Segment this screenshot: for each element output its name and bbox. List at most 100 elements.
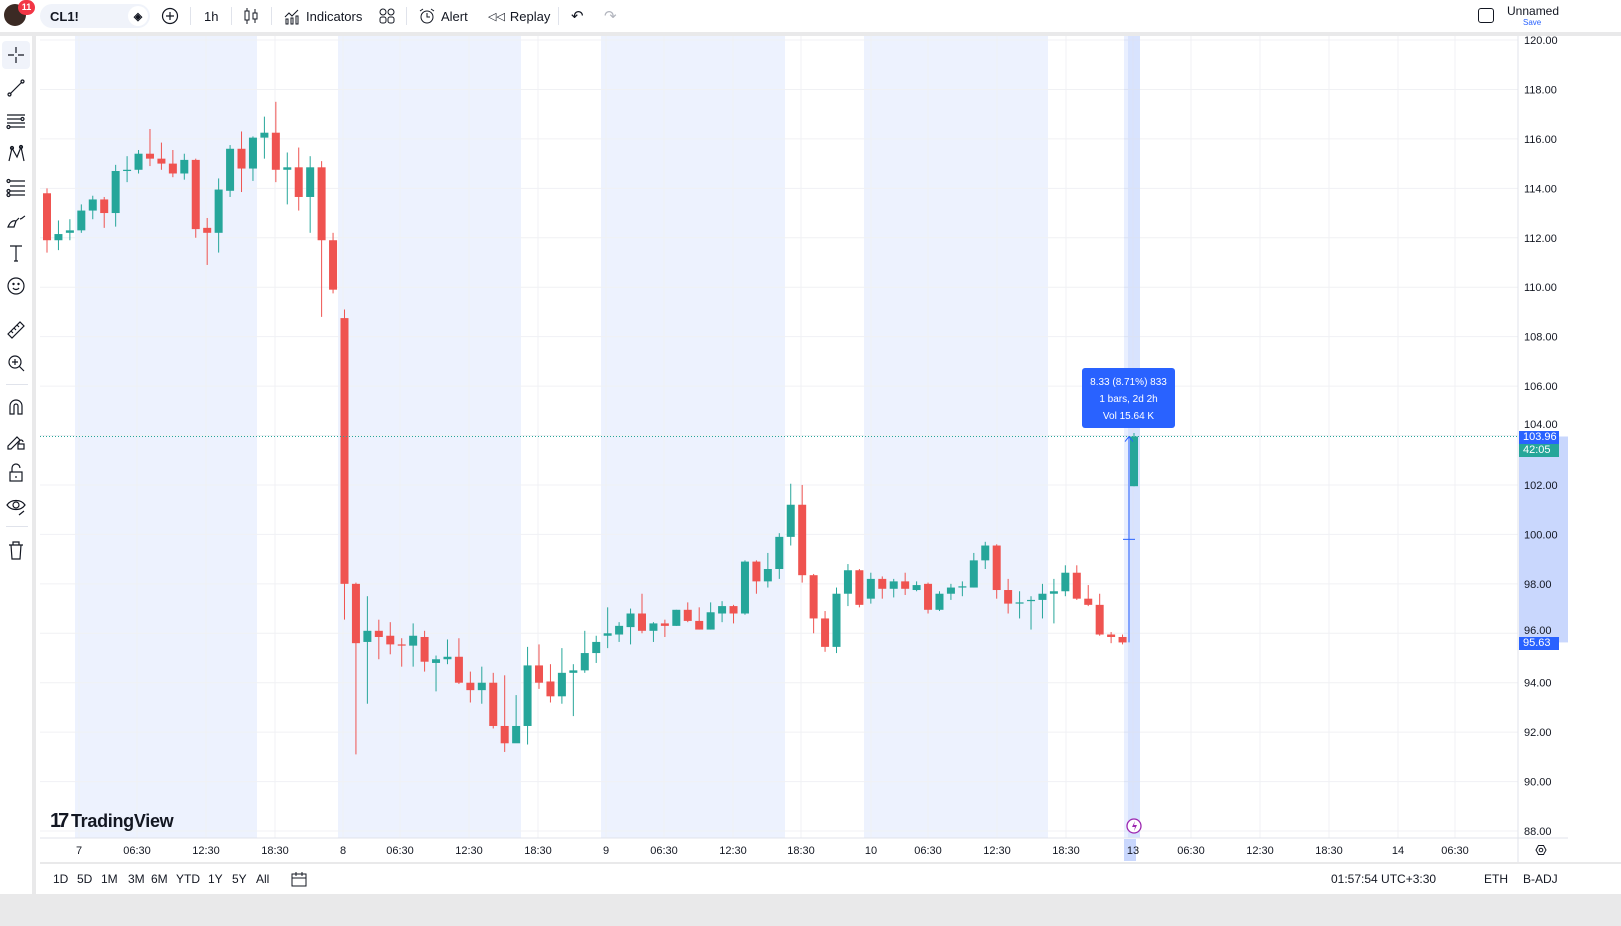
candle-body — [660, 623, 669, 626]
candle-body — [1015, 602, 1024, 604]
price-axis-label: 116.00 — [1524, 134, 1557, 146]
add-symbol-button[interactable] — [161, 6, 179, 26]
range-1y[interactable]: 1Y — [208, 872, 223, 886]
range-1d[interactable]: 1D — [53, 872, 69, 886]
price-axis-label: 112.00 — [1524, 233, 1557, 245]
measure-tooltip: 8.33 (8.71%) 833 1 bars, 2d 2h Vol 15.64… — [1082, 368, 1175, 428]
candle-body — [901, 581, 910, 589]
candle-body — [351, 583, 360, 644]
interval-button[interactable]: 1h — [204, 8, 219, 24]
candle — [409, 623, 418, 667]
candle — [1072, 565, 1081, 600]
price-axis-label: 90.00 — [1524, 777, 1552, 789]
tool-crosshair[interactable] — [2, 41, 30, 69]
candle — [512, 695, 521, 744]
range-all[interactable]: All — [256, 872, 270, 886]
candle — [855, 569, 864, 608]
range-5d[interactable]: 5D — [77, 872, 93, 886]
candle-body — [878, 578, 887, 589]
candle — [111, 164, 120, 227]
tool-ruler[interactable] — [2, 316, 30, 344]
indicators-icon — [284, 9, 299, 25]
candle — [340, 309, 349, 620]
redo-button[interactable]: ↷ — [604, 6, 617, 26]
layout-name[interactable]: Unnamed — [1507, 4, 1560, 18]
candle-body — [191, 159, 200, 230]
candle-body — [958, 586, 967, 588]
tool-trend-line[interactable] — [2, 74, 30, 102]
chart-settings-icon[interactable] — [1535, 845, 1547, 855]
tool-pattern[interactable] — [2, 140, 30, 168]
adjustment-toggle[interactable]: B-ADJ — [1523, 872, 1558, 886]
candle-body — [168, 163, 177, 174]
candle-body — [306, 167, 315, 197]
indicators-button[interactable]: Indicators — [283, 6, 362, 26]
candle-body — [1027, 599, 1036, 602]
candle — [260, 116, 269, 159]
tool-fib[interactable] — [2, 173, 30, 201]
tool-brush[interactable] — [2, 206, 30, 234]
tool-text[interactable] — [2, 239, 30, 267]
chart-type-button[interactable] — [243, 6, 259, 26]
candle-body — [592, 641, 601, 654]
tool-lock-drawing[interactable] — [2, 426, 30, 454]
candle-body — [683, 609, 692, 621]
candle-body — [1118, 636, 1127, 643]
candle-body — [214, 189, 223, 233]
candle-body — [111, 171, 120, 214]
replay-button[interactable]: ◁◁ Replay — [488, 6, 550, 26]
candle-body — [43, 193, 51, 241]
save-button[interactable]: Save — [1523, 18, 1542, 27]
candle — [889, 578, 898, 598]
range-1m[interactable]: 1M — [101, 872, 118, 886]
tool-eye[interactable] — [2, 492, 30, 520]
tool-magnet[interactable] — [2, 393, 30, 421]
lock-drawing-icon — [7, 436, 25, 450]
alert-button[interactable]: Alert — [418, 6, 468, 26]
candle-body — [317, 167, 326, 241]
layouts-button[interactable] — [378, 6, 396, 26]
session-toggle[interactable]: ETH — [1484, 872, 1508, 886]
measure-change: 8.33 (8.71%) 833 — [1090, 377, 1167, 388]
candle-body — [226, 148, 235, 191]
horizontal-lines-icon — [6, 114, 25, 130]
fullscreen-checkbox-icon[interactable] — [1478, 8, 1494, 23]
range-5y[interactable]: 5Y — [232, 872, 247, 886]
candle — [821, 611, 830, 652]
candle — [775, 533, 784, 579]
candle-body — [706, 612, 715, 630]
candle — [363, 596, 372, 704]
footer-gap — [0, 894, 1621, 926]
candle — [523, 646, 532, 745]
price-axis-label: 110.00 — [1524, 282, 1557, 294]
range-3m[interactable]: 3M — [128, 872, 145, 886]
tool-trash[interactable] — [2, 536, 30, 564]
candle — [958, 581, 967, 597]
candle — [809, 573, 818, 634]
tool-horizontal-lines[interactable] — [2, 107, 30, 135]
tool-emoji[interactable] — [2, 272, 30, 300]
price-axis-label: 98.00 — [1524, 579, 1552, 591]
candle-body — [763, 569, 772, 582]
tool-lock[interactable] — [2, 459, 30, 487]
diamond-icon[interactable]: ◈ — [128, 6, 148, 26]
goto-date-calendar-icon[interactable] — [290, 870, 308, 888]
ruler-icon — [7, 321, 25, 339]
range-ytd[interactable]: YTD — [176, 872, 200, 886]
candle — [1130, 433, 1138, 487]
candle — [912, 581, 921, 592]
divider — [231, 7, 232, 25]
time-axis-label: 06:30 — [650, 845, 678, 857]
tradingview-logo[interactable]: 17 TradingView — [50, 810, 174, 832]
candle-body — [569, 670, 578, 673]
symbol-search[interactable]: CL1! ◈ — [40, 4, 150, 28]
undo-icon: ↶ — [571, 8, 584, 25]
clock[interactable]: 01:57:54 UTC+3:30 — [1331, 872, 1437, 886]
range-6m[interactable]: 6M — [151, 872, 168, 886]
undo-button[interactable]: ↶ — [571, 6, 584, 26]
tool-zoom-in[interactable] — [2, 349, 30, 377]
measure-start-price-tag: 95.63 — [1519, 637, 1559, 650]
drawing-toolbar — [0, 36, 36, 896]
measure-volume: Vol 15.64 K — [1102, 411, 1155, 422]
